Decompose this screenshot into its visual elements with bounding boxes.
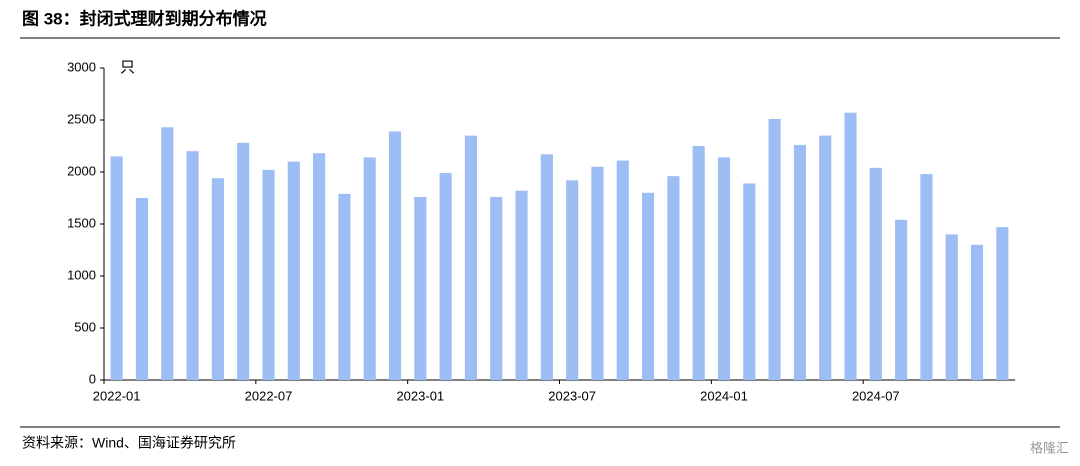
bar	[566, 180, 579, 380]
x-tick-label: 2022-07	[245, 388, 293, 403]
bar	[110, 156, 123, 380]
y-tick-label: 1500	[67, 215, 96, 230]
bar	[692, 146, 705, 380]
bar	[641, 192, 655, 380]
bar	[161, 127, 174, 380]
bar	[869, 167, 882, 380]
bar	[237, 142, 250, 380]
bar	[996, 227, 1009, 380]
bar	[490, 196, 503, 380]
y-tick-label: 1000	[67, 267, 96, 282]
bar	[262, 169, 275, 380]
bar	[920, 174, 933, 380]
bar	[439, 173, 452, 380]
bar	[363, 157, 376, 380]
bar	[464, 135, 478, 380]
bar	[388, 131, 402, 380]
bar	[616, 160, 629, 380]
bar	[135, 198, 149, 380]
bar	[945, 234, 958, 380]
bar	[591, 166, 604, 380]
bar	[717, 157, 731, 380]
x-tick-label: 2023-01	[396, 388, 444, 403]
x-tick-label: 2024-07	[852, 388, 900, 403]
bar	[287, 161, 300, 380]
bar	[970, 244, 984, 380]
x-tick-label: 2024-01	[700, 388, 748, 403]
bar	[186, 151, 199, 380]
watermark: 格隆汇	[1030, 440, 1069, 455]
bar	[211, 178, 224, 380]
bar	[515, 190, 528, 380]
bar	[313, 153, 326, 380]
y-tick-label: 2000	[67, 163, 96, 178]
y-tick-label: 0	[89, 371, 96, 386]
bar	[667, 176, 680, 380]
y-tick-label: 2500	[67, 111, 96, 126]
bar	[768, 118, 781, 381]
source: 资料来源：Wind、国海证券研究所	[22, 435, 236, 451]
chart-title: 图 38：封闭式理财到期分布情况	[22, 8, 267, 28]
bar	[819, 135, 832, 380]
bar	[844, 112, 857, 380]
bar	[338, 193, 351, 380]
bar	[743, 183, 756, 380]
bar	[540, 154, 553, 380]
y-tick-label: 3000	[67, 59, 96, 74]
x-tick-label: 2023-07	[548, 388, 596, 403]
x-tick-label: 2022-01	[93, 388, 141, 403]
y-tick-label: 500	[74, 319, 96, 334]
bar	[793, 144, 806, 380]
bar	[895, 219, 908, 380]
bar	[414, 196, 427, 380]
y-unit: 只	[120, 59, 135, 76]
